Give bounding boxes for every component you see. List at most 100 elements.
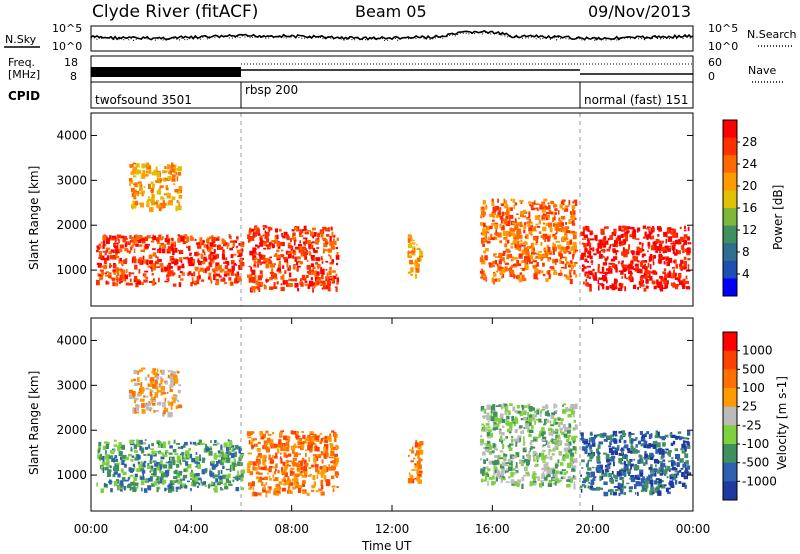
scatter-patch-cell bbox=[661, 240, 664, 244]
scatter-patch-cell bbox=[502, 224, 505, 228]
scatter-patch-cell bbox=[160, 390, 163, 396]
scatter-patch-cell bbox=[546, 470, 549, 475]
scatter-patch-cell bbox=[329, 433, 332, 437]
scatter-patch-cell bbox=[519, 425, 523, 428]
scatter-patch-cell bbox=[641, 265, 646, 269]
power-colorbar-label: Power [dB] bbox=[771, 185, 785, 250]
scatter-patch-cell bbox=[309, 285, 314, 287]
scatter-patch-cell bbox=[155, 450, 158, 453]
scatter-patch-cell bbox=[197, 478, 202, 481]
scatter-patch-cell bbox=[630, 226, 635, 230]
scatter-patch-cell bbox=[132, 205, 137, 209]
scatter-patch-cell bbox=[299, 261, 303, 265]
scatter-patch-cell bbox=[595, 248, 599, 251]
scatter-patch-cell bbox=[560, 418, 564, 421]
scatter-patch-cell bbox=[103, 483, 108, 487]
scatter-patch-cell bbox=[255, 463, 258, 467]
scatter-patch-cell bbox=[676, 472, 679, 476]
scatter-patch-cell bbox=[237, 255, 242, 257]
scatter-patch-cell bbox=[171, 258, 175, 260]
scatter-patch-cell bbox=[133, 175, 137, 178]
scatter-patch-cell bbox=[281, 233, 283, 237]
scatter-patch-cell bbox=[213, 488, 216, 492]
scatter-patch-cell bbox=[657, 485, 660, 489]
scatter-patch-cell bbox=[177, 265, 181, 271]
scatter-patch-cell bbox=[236, 245, 238, 249]
scatter-patch-cell bbox=[543, 248, 547, 252]
scatter-patch-cell bbox=[547, 419, 549, 423]
scatter-patch-cell bbox=[312, 454, 318, 457]
scatter-patch-cell bbox=[493, 253, 496, 257]
scatter-patch-cell bbox=[286, 459, 289, 464]
scatter-patch-cell bbox=[538, 452, 542, 457]
scatter-patch-cell bbox=[630, 266, 634, 270]
scatter-patch-cell bbox=[501, 226, 505, 231]
scatter-patch-cell bbox=[526, 257, 531, 260]
scatter-patch-cell bbox=[296, 261, 299, 266]
ytick-label: 1000 bbox=[56, 263, 87, 277]
scatter-patch-cell bbox=[649, 490, 654, 496]
scatter-patch-cell bbox=[533, 436, 537, 442]
scatter-patch-cell bbox=[202, 260, 206, 265]
scatter-patch-cell bbox=[311, 484, 316, 489]
scatter-patch-cell bbox=[135, 200, 138, 206]
scatter-patch-cell bbox=[316, 446, 319, 452]
scatter-patch-cell bbox=[573, 263, 576, 267]
scatter-patch-cell bbox=[540, 452, 545, 457]
scatter-patch-cell bbox=[329, 275, 333, 278]
scatter-patch-cell bbox=[490, 405, 496, 411]
scatter-patch-cell bbox=[503, 219, 508, 224]
scatter-patch-cell bbox=[195, 473, 200, 477]
scatter-patch-cell bbox=[146, 402, 152, 407]
scatter-patch-cell bbox=[287, 486, 290, 490]
scatter-patch-cell bbox=[491, 450, 495, 454]
scatter-patch-cell bbox=[145, 276, 148, 279]
scatter-patch-cell bbox=[241, 469, 246, 474]
scatter-patch-cell bbox=[259, 455, 262, 459]
scatter-patch-cell bbox=[637, 287, 639, 290]
scatter-patch-cell bbox=[192, 260, 194, 263]
scatter-patch-cell bbox=[667, 452, 671, 456]
scatter-patch-cell bbox=[277, 254, 280, 259]
scatter-patch-cell bbox=[311, 445, 314, 451]
scatter-patch-cell bbox=[234, 476, 238, 480]
scatter-patch-cell bbox=[152, 248, 156, 251]
scatter-patch-cell bbox=[516, 437, 521, 443]
scatter-patch-cell bbox=[291, 478, 294, 482]
scatter-patch-cell bbox=[608, 472, 612, 478]
scatter-patch-cell bbox=[309, 438, 312, 445]
scatter-patch-cell bbox=[501, 211, 505, 216]
scatter-patch-cell bbox=[133, 372, 138, 375]
scatter-patch-cell bbox=[557, 244, 562, 249]
scatter-patch-cell bbox=[174, 247, 178, 253]
scatter-patch-cell bbox=[528, 216, 531, 219]
scatter-patch-cell bbox=[560, 201, 564, 205]
scatter-patch-cell bbox=[161, 263, 164, 269]
scatter-patch-cell bbox=[113, 471, 118, 475]
scatter-patch-cell bbox=[533, 456, 536, 461]
scatter-patch-cell bbox=[632, 438, 637, 442]
scatter-patch-cell bbox=[675, 264, 678, 269]
scatter-patch-cell bbox=[570, 410, 576, 414]
scatter-patch-cell bbox=[645, 272, 648, 276]
scatter-patch-cell bbox=[252, 247, 256, 253]
scatter-patch-cell bbox=[495, 229, 497, 234]
scatter-patch-cell bbox=[684, 453, 689, 459]
scatter-patch-cell bbox=[254, 253, 257, 255]
scatter-patch-cell bbox=[563, 447, 568, 452]
scatter-patch-cell bbox=[414, 259, 418, 264]
scatter-patch-cell bbox=[172, 250, 175, 256]
scatter-patch-cell bbox=[524, 235, 527, 239]
scatter-patch-cell bbox=[496, 270, 499, 273]
scatter-patch-cell bbox=[504, 406, 508, 413]
scatter-patch-cell bbox=[512, 198, 515, 203]
scatter-patch-cell bbox=[585, 279, 588, 282]
scatter-patch-cell bbox=[647, 233, 652, 239]
scatter-patch-cell bbox=[644, 266, 648, 271]
scatter-patch-cell bbox=[482, 228, 486, 233]
scatter-patch-cell bbox=[130, 379, 133, 383]
scatter-patch-cell bbox=[281, 470, 286, 476]
scatter-patch-cell bbox=[270, 460, 275, 464]
scatter-patch-cell bbox=[313, 481, 316, 487]
scatter-patch-cell bbox=[486, 240, 491, 244]
